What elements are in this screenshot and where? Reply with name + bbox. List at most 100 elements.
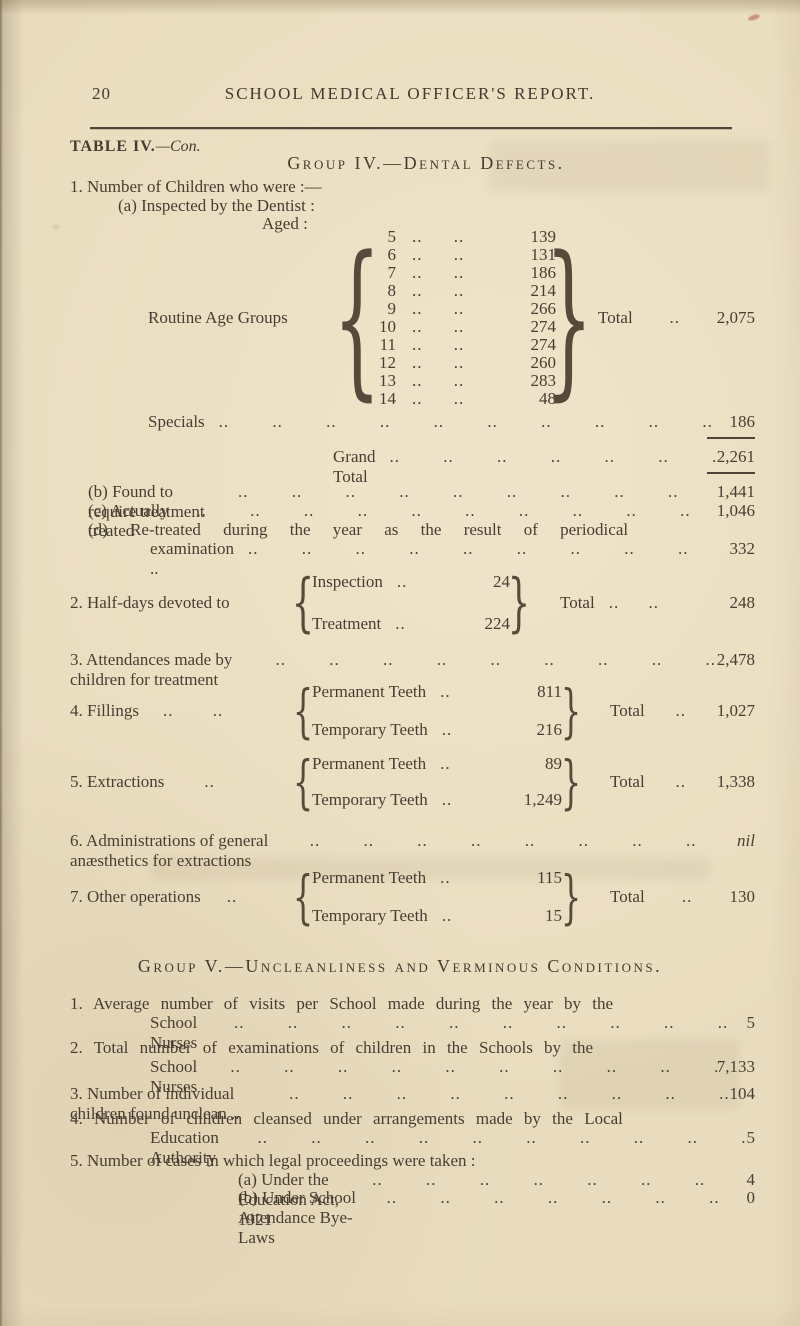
g5-item3-row: 3. Number of individual children found u… xyxy=(70,1084,756,1123)
item1-b-value: 1,441 xyxy=(716,482,755,501)
item1-d-value: 332 xyxy=(729,539,756,558)
item6-value: nil xyxy=(737,831,755,850)
grand-total-row: Grand Total .. .. .. .. .. .. .. .. .. .… xyxy=(333,447,755,486)
age-row: 12.. .. 260 xyxy=(379,353,556,372)
item1-c-row: (c) Actually treated .. .. .. .. .. .. .… xyxy=(88,501,755,540)
g5-item5-b-row: (b) Under School Attendance Bye-Laws .. … xyxy=(238,1188,756,1247)
right-brace: } xyxy=(560,863,582,931)
right-brace: } xyxy=(560,677,582,745)
g5-item2-value: 7,133 xyxy=(716,1057,755,1076)
table-caption-bold: TABLE IV. xyxy=(70,138,156,155)
g5-item3-value: 104 xyxy=(729,1084,756,1103)
fillings-total-value: 1,027 xyxy=(716,701,755,720)
right-brace: } xyxy=(507,566,531,640)
g5-item2-line1: 2. Total number of examinations of child… xyxy=(70,1038,594,1057)
g5-item5-label: 5. Number of cases in which legal procee… xyxy=(70,1151,476,1170)
extractions-block: 5. Extractions .. { Permanent Teeth.. 89 … xyxy=(70,748,755,816)
table-caption-con: —Con. xyxy=(155,138,201,155)
sum-rule xyxy=(707,472,755,474)
age-row: 6.. .. 131 xyxy=(387,245,557,264)
age-total-label: Total xyxy=(598,308,633,327)
other-operations-total-value: 130 xyxy=(729,887,756,906)
age-row: 8.. .. 214 xyxy=(387,281,557,300)
fillings-rows: Permanent Teeth.. 811 Temporary Teeth.. 21… xyxy=(312,680,562,742)
item3-row: 3. Attendances made by children for trea… xyxy=(70,650,755,689)
item1-d-line2: examination .. .. .. .. .. .. .. .. .. .… xyxy=(150,539,756,578)
right-brace: } xyxy=(544,220,594,416)
g5-item4-value: 5 xyxy=(746,1128,756,1147)
g5-item1-line2: School Nurses .. .. .. .. .. .. .. .. ..… xyxy=(150,1013,756,1052)
fillings-total-line: Total .. 1,027 xyxy=(610,701,755,720)
half-days-rows: Inspection.. 24 Treatment.. 224 xyxy=(312,570,510,636)
other-operations-block: 7. Other operations .. { Permanent Teeth… xyxy=(70,863,756,931)
left-brace: { xyxy=(292,863,314,931)
g5-item1-line1: 1. Average number of visits per School m… xyxy=(70,994,614,1013)
fillings-row: Temporary Teeth.. 216 xyxy=(312,720,562,739)
age-total-line: Total .. 2,075 xyxy=(598,308,755,327)
item1-intro: 1. Number of Children who were :— xyxy=(70,177,322,196)
routine-age-groups-block: Routine Age Groups { 5.. .. 139 6.. .. 131… xyxy=(148,220,755,416)
left-brace: { xyxy=(292,748,314,816)
fillings-row: Permanent Teeth.. 811 xyxy=(312,682,562,701)
item1-aged: Aged : xyxy=(262,214,308,233)
sum-rule xyxy=(707,437,755,439)
bleed-through-text xyxy=(150,858,710,880)
routine-age-groups-label: Routine Age Groups xyxy=(148,308,288,327)
extractions-row: Permanent Teeth.. 89 xyxy=(312,754,562,773)
item1-d-line1: (d) Re-treated during the year as the re… xyxy=(88,520,629,539)
extractions-total-value: 1,338 xyxy=(716,772,755,791)
g5-item4-line1: 4. Number of children cleansed under arr… xyxy=(70,1109,623,1128)
half-days-total-value: 248 xyxy=(729,593,756,612)
item6-row: 6. Administrations of general anæsthetic… xyxy=(70,831,755,870)
item1-b-row: (b) Found to require treatment .. .. .. … xyxy=(88,482,755,521)
page-number: 20 xyxy=(92,84,111,103)
half-days-row: Inspection.. 24 xyxy=(312,572,510,591)
age-row: 11.. .. 274 xyxy=(379,335,556,354)
g5-item1-value: 5 xyxy=(746,1013,756,1032)
age-total-value: 2,075 xyxy=(716,308,755,327)
other-operations-total-line: Total .. 130 xyxy=(610,887,756,906)
header-rule xyxy=(90,127,732,129)
g5-item5-a-value: 4 xyxy=(746,1170,756,1189)
half-days-row: Treatment.. 224 xyxy=(312,614,510,633)
left-brace: { xyxy=(291,566,315,640)
extractions-row: Temporary Teeth.. 1,249 xyxy=(312,790,562,809)
specials-value: 186 xyxy=(729,412,756,431)
table-caption: TABLE IV.—Con. xyxy=(70,138,201,156)
g5-item5-a-row: (a) Under the Education Act, 1921 .. .. … xyxy=(238,1170,756,1229)
extractions-rows: Permanent Teeth.. 89 Temporary Teeth.. 1,2… xyxy=(312,752,562,812)
grand-total-value: 2,261 xyxy=(716,447,755,466)
other-operations-rows: Permanent Teeth.. 115 Temporary Teeth.. 15 xyxy=(312,866,562,928)
running-title: SCHOOL MEDICAL OFFICER'S REPORT. xyxy=(224,84,596,103)
paper-speck xyxy=(53,225,59,229)
age-row: 14.. .. 48 xyxy=(379,389,556,408)
fillings-label: 4. Fillings .. .. xyxy=(70,701,224,720)
g5-item2-line2: School Nurses .. .. .. .. .. .. .. .. ..… xyxy=(150,1057,755,1096)
item1-a: (a) Inspected by the Dentist : xyxy=(118,196,315,215)
extractions-label: 5. Extractions .. xyxy=(70,772,215,791)
g5-item5-b-value: 0 xyxy=(746,1188,756,1207)
red-ink-mark xyxy=(747,13,761,22)
other-operations-label: 7. Other operations .. xyxy=(70,887,238,906)
g5-item4-line2: Education Authority .. .. .. .. .. .. ..… xyxy=(150,1128,756,1167)
other-operations-row: Permanent Teeth.. 115 xyxy=(312,868,562,887)
group4-heading: Group IV.—Dental Defects. xyxy=(287,153,565,173)
half-days-total-line: Total .. .. 248 xyxy=(560,593,756,612)
item1-c-value: 1,046 xyxy=(716,501,755,520)
fillings-block: 4. Fillings .. .. { Permanent Teeth.. 811… xyxy=(70,677,755,745)
left-brace: { xyxy=(292,677,314,745)
age-table: 5.. .. 139 6.. .. 131 7.. .. 186 8.. .. 214 … xyxy=(370,228,556,408)
age-row: 7.. .. 186 xyxy=(387,263,557,282)
age-row: 5.. .. 139 xyxy=(387,227,557,246)
item3-value: 2,478 xyxy=(716,650,755,669)
bleed-through-text xyxy=(490,140,770,192)
specials-row: Specials .. .. .. .. .. .. .. .. .. .. .… xyxy=(148,412,756,431)
age-row: 13.. .. 283 xyxy=(379,371,556,390)
half-days-label: 2. Half-days devoted to xyxy=(70,593,230,612)
left-brace: { xyxy=(332,220,382,416)
half-days-block: 2. Half-days devoted to { Inspection.. 24… xyxy=(70,566,756,640)
age-row: 9.. .. 266 xyxy=(387,299,557,318)
other-operations-row: Temporary Teeth.. 15 xyxy=(312,906,562,925)
bleed-through-text xyxy=(560,1040,740,1110)
